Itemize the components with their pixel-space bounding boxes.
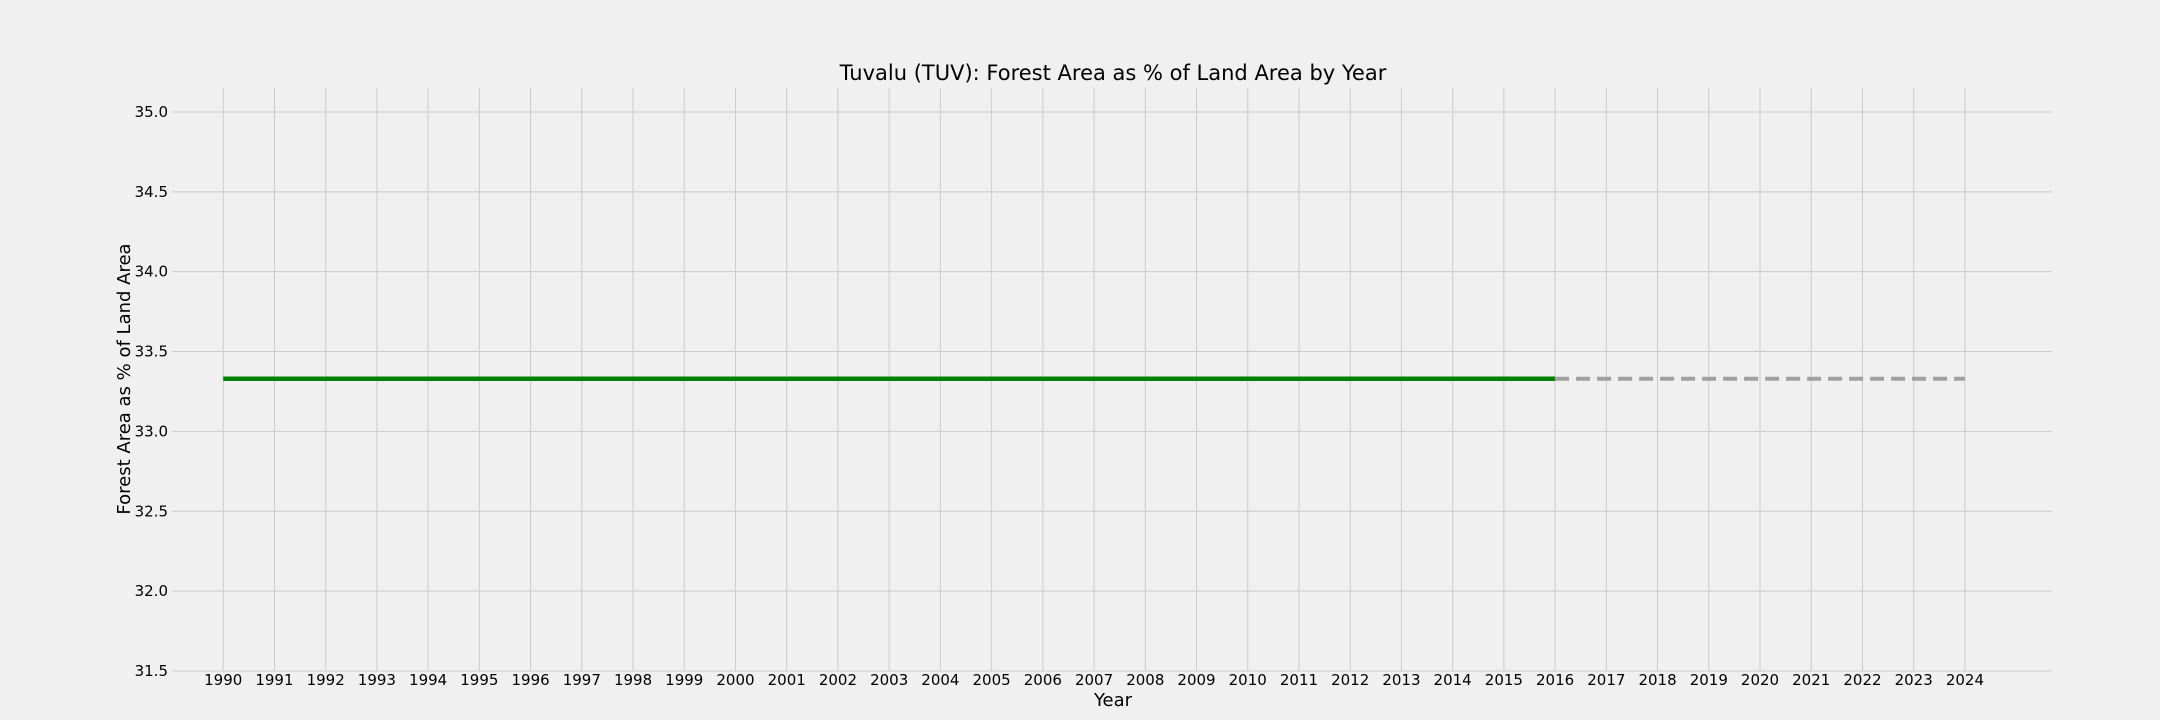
y-tick-label: 32.5 bbox=[135, 502, 168, 520]
x-tick-label: 1996 bbox=[511, 671, 549, 689]
x-tick-label: 2003 bbox=[870, 671, 908, 689]
y-tick-label: 34.0 bbox=[135, 263, 168, 281]
x-tick-label: 1998 bbox=[614, 671, 652, 689]
x-tick-label: 2015 bbox=[1485, 671, 1523, 689]
y-tick-label: 35.0 bbox=[135, 103, 168, 121]
x-tick-label: 1993 bbox=[358, 671, 396, 689]
x-tick-label: 2009 bbox=[1177, 671, 1215, 689]
x-tick-label: 1999 bbox=[665, 671, 703, 689]
x-tick-label: 2011 bbox=[1280, 671, 1318, 689]
x-tick-label: 2014 bbox=[1434, 671, 1472, 689]
x-tick-label: 2013 bbox=[1382, 671, 1420, 689]
x-tick-label: 2021 bbox=[1792, 671, 1830, 689]
x-tick-label: 1994 bbox=[409, 671, 447, 689]
y-tick-label: 33.0 bbox=[135, 422, 168, 440]
x-tick-label: 2004 bbox=[921, 671, 959, 689]
x-tick-label: 2002 bbox=[819, 671, 857, 689]
chart-title: Tuvalu (TUV): Forest Area as % of Land A… bbox=[839, 61, 1387, 85]
y-tick-label: 33.5 bbox=[135, 343, 168, 361]
x-tick-label: 2001 bbox=[768, 671, 806, 689]
x-tick-label: 1990 bbox=[204, 671, 242, 689]
y-tick-label: 31.5 bbox=[135, 662, 168, 680]
x-tick-label: 2016 bbox=[1536, 671, 1574, 689]
x-tick-label: 2006 bbox=[1024, 671, 1062, 689]
x-tick-label: 2000 bbox=[716, 671, 754, 689]
x-tick-label: 2020 bbox=[1741, 671, 1779, 689]
x-tick-label: 2007 bbox=[1075, 671, 1113, 689]
x-tick-label: 2018 bbox=[1638, 671, 1676, 689]
x-tick-label: 1992 bbox=[307, 671, 345, 689]
x-tick-label: 2010 bbox=[1229, 671, 1267, 689]
x-tick-label: 2005 bbox=[973, 671, 1011, 689]
x-tick-label: 2024 bbox=[1946, 671, 1984, 689]
x-tick-label: 2008 bbox=[1126, 671, 1164, 689]
tick-labels: 31.5 32.0 32.5 33.0 33.5 34.0 34.5 35.0 1990 1991… bbox=[135, 103, 1984, 689]
x-tick-label: 1995 bbox=[460, 671, 498, 689]
y-tick-label: 34.5 bbox=[135, 183, 168, 201]
y-tick-label: 32.0 bbox=[135, 582, 168, 600]
x-tick-label: 2023 bbox=[1895, 671, 1933, 689]
x-tick-label: 1997 bbox=[563, 671, 601, 689]
x-tick-label: 1991 bbox=[255, 671, 293, 689]
x-tick-label: 2017 bbox=[1587, 671, 1625, 689]
x-tick-label: 2012 bbox=[1331, 671, 1369, 689]
x-axis-label: Year bbox=[1093, 690, 1133, 711]
x-tick-label: 2019 bbox=[1690, 671, 1728, 689]
x-tick-label: 2022 bbox=[1843, 671, 1881, 689]
y-axis-label: Forest Area as % of Land Area bbox=[114, 243, 135, 514]
